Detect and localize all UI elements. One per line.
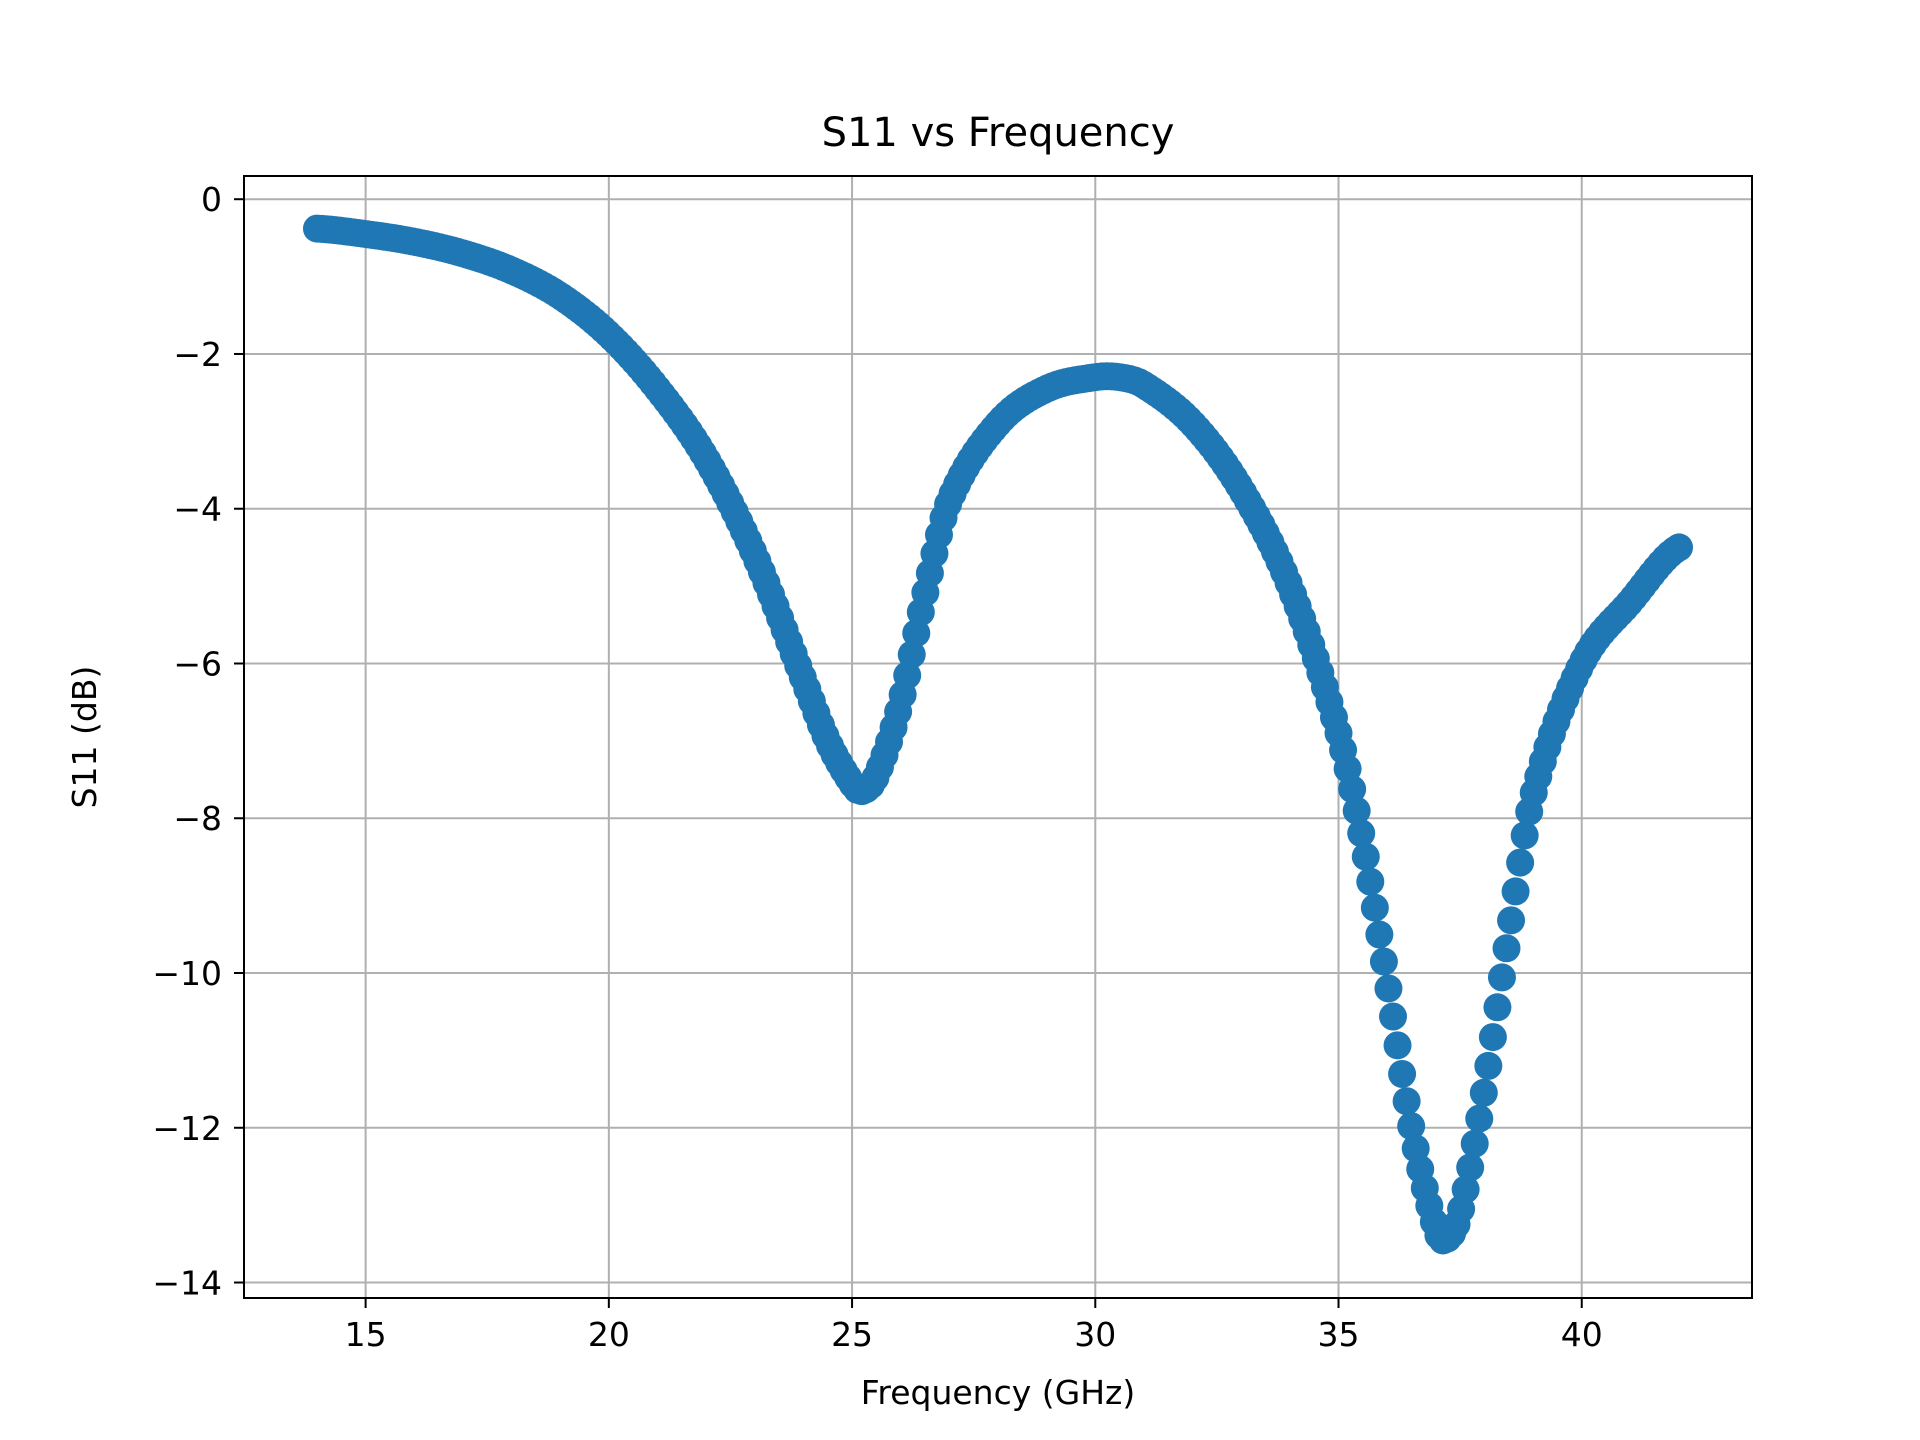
- data-point: [1342, 796, 1371, 825]
- y-tick-label: −10: [152, 954, 222, 993]
- y-tick-label: −8: [173, 799, 222, 838]
- x-tick-label: 20: [588, 1315, 630, 1354]
- data-point: [1469, 1078, 1498, 1107]
- data-point: [902, 619, 931, 648]
- y-tick-label: −4: [173, 490, 222, 529]
- y-tick-label: −14: [152, 1264, 222, 1303]
- data-point: [1456, 1153, 1485, 1182]
- data-point: [1492, 934, 1521, 963]
- data-point: [1356, 867, 1385, 896]
- data-point: [1360, 893, 1389, 922]
- data-markers: [302, 214, 1694, 1255]
- chart-title: S11 vs Frequency: [822, 110, 1175, 156]
- data-point: [1460, 1129, 1489, 1158]
- y-tick-label: 0: [201, 180, 222, 219]
- data-point: [1374, 974, 1403, 1003]
- x-tick-label: 30: [1074, 1315, 1116, 1354]
- data-point: [1478, 1023, 1507, 1052]
- data-point: [1369, 947, 1398, 976]
- data-point: [1451, 1175, 1480, 1204]
- data-point: [1388, 1059, 1417, 1088]
- x-tick-label: 15: [345, 1315, 387, 1354]
- data-point: [893, 661, 922, 690]
- data-point: [1506, 848, 1535, 877]
- y-axis-label: S11 (dB): [65, 666, 104, 809]
- x-axis-label: Frequency (GHz): [861, 1373, 1135, 1412]
- data-point: [1497, 906, 1526, 935]
- data-point: [897, 640, 926, 669]
- data-point: [1483, 993, 1512, 1022]
- x-tick-label: 35: [1318, 1315, 1360, 1354]
- data-point: [1365, 920, 1394, 949]
- x-tick-label: 25: [831, 1315, 873, 1354]
- data-point: [1392, 1087, 1421, 1116]
- data-point: [1501, 877, 1530, 906]
- data-point: [1338, 775, 1367, 804]
- y-tick-label: −6: [173, 644, 222, 683]
- data-point: [1474, 1051, 1503, 1080]
- data-point: [1665, 533, 1694, 562]
- y-tick-label: −2: [173, 335, 222, 374]
- data-point: [1510, 821, 1539, 850]
- data-point: [1379, 1002, 1407, 1031]
- ticks: 15 20 25 30 35 40 0 −2 −4 −6 −8 −10 −12 −14: [152, 180, 1602, 1354]
- x-tick-label: 40: [1561, 1315, 1603, 1354]
- y-tick-label: −12: [152, 1109, 222, 1148]
- data-point: [1347, 819, 1376, 848]
- plot-frame: [243, 175, 1753, 1299]
- data-point: [1465, 1104, 1494, 1133]
- data-point: [1487, 963, 1516, 992]
- data-point: [1351, 842, 1380, 871]
- data-point: [1383, 1031, 1412, 1060]
- data-point: [1397, 1112, 1426, 1141]
